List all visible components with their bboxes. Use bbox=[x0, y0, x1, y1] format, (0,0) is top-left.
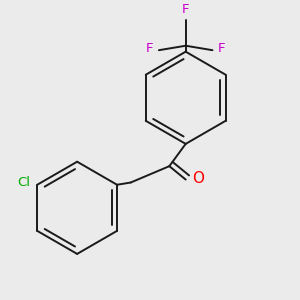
Text: F: F bbox=[182, 3, 189, 16]
Text: F: F bbox=[218, 43, 225, 56]
Text: Cl: Cl bbox=[18, 176, 31, 190]
Text: O: O bbox=[192, 172, 204, 187]
Text: F: F bbox=[146, 43, 154, 56]
